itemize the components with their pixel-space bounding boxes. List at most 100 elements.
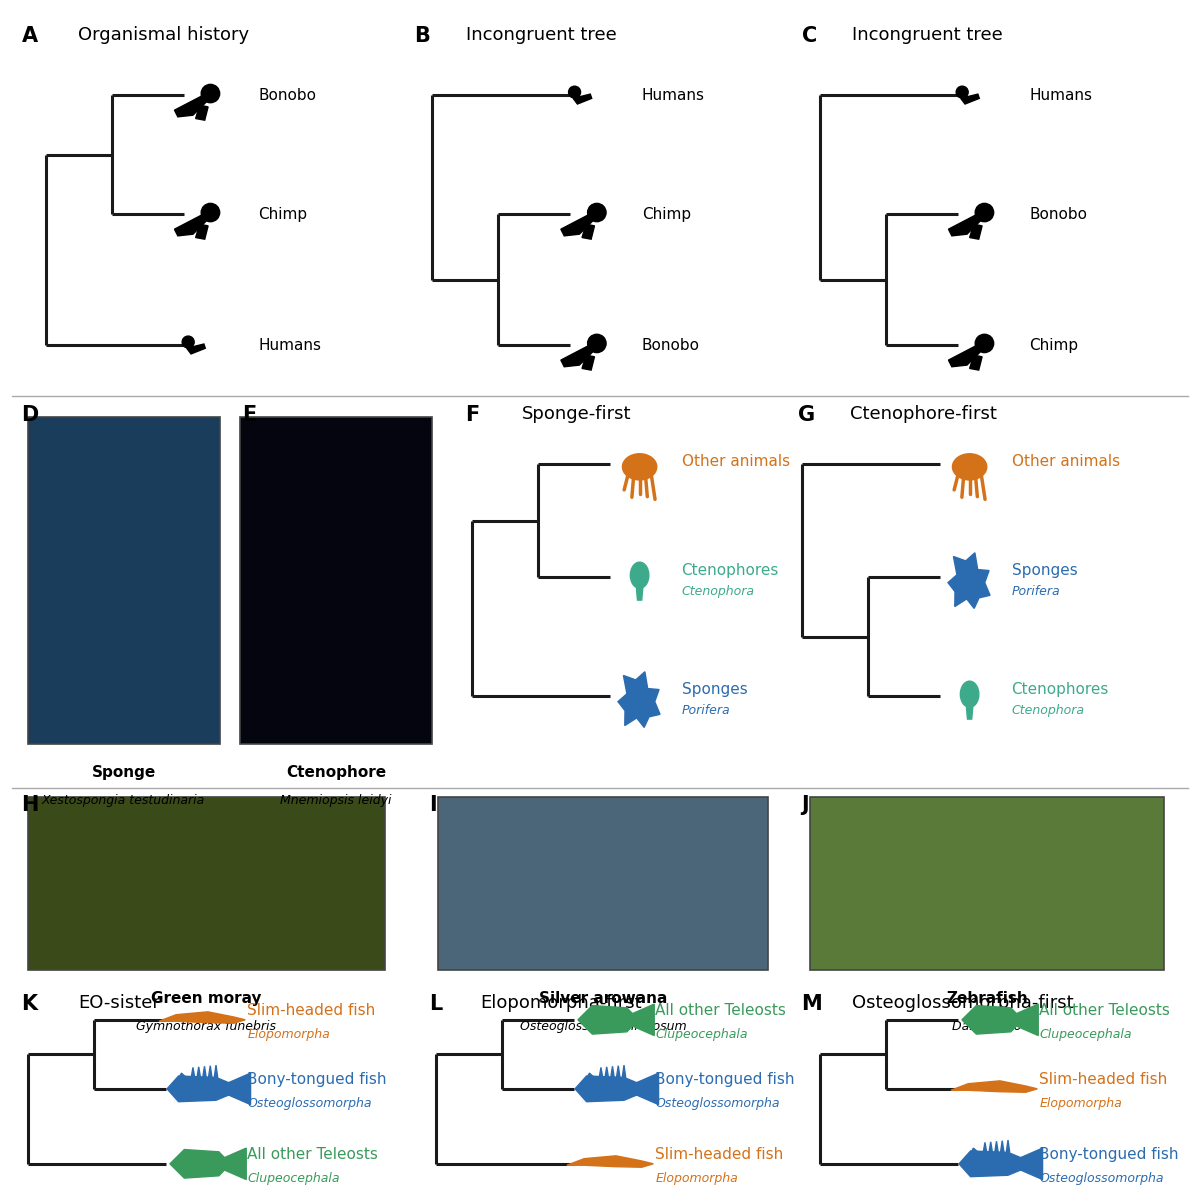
Ellipse shape — [976, 334, 994, 352]
Polygon shape — [948, 553, 990, 608]
Polygon shape — [959, 1151, 1025, 1177]
Polygon shape — [158, 1012, 245, 1023]
Polygon shape — [578, 1006, 638, 1034]
Text: Osteoglossum bicirrhosum: Osteoglossum bicirrhosum — [520, 1020, 686, 1033]
Polygon shape — [967, 1148, 988, 1166]
Text: Bonobo: Bonobo — [258, 88, 316, 102]
Polygon shape — [224, 1148, 246, 1179]
Polygon shape — [209, 1066, 212, 1077]
Polygon shape — [970, 224, 982, 239]
Polygon shape — [196, 105, 208, 120]
Polygon shape — [560, 344, 596, 367]
Text: Mnemiopsis leidyi: Mnemiopsis leidyi — [281, 794, 391, 807]
Text: Ctenophore-first: Ctenophore-first — [850, 405, 996, 422]
Text: Green moray: Green moray — [151, 991, 262, 1007]
Bar — [240, 416, 432, 744]
Polygon shape — [1016, 1004, 1038, 1035]
Ellipse shape — [623, 453, 656, 480]
Polygon shape — [197, 1067, 200, 1077]
Ellipse shape — [182, 336, 194, 347]
Bar — [28, 797, 385, 970]
Text: Ctenophora: Ctenophora — [1012, 704, 1085, 716]
Text: B: B — [414, 26, 430, 46]
Text: K: K — [22, 994, 37, 1014]
Polygon shape — [575, 1076, 641, 1102]
Ellipse shape — [960, 681, 979, 707]
Text: Other animals: Other animals — [682, 455, 790, 469]
Text: Sponges: Sponges — [1012, 563, 1078, 577]
Ellipse shape — [956, 86, 968, 98]
Polygon shape — [950, 1081, 1037, 1092]
Polygon shape — [174, 94, 210, 117]
Text: Bonobo: Bonobo — [1030, 207, 1087, 221]
Text: Chimp: Chimp — [1030, 338, 1079, 352]
Text: Osteoglossomorpha: Osteoglossomorpha — [247, 1097, 372, 1109]
Text: Bony-tongued fish: Bony-tongued fish — [1039, 1147, 1178, 1161]
Polygon shape — [618, 672, 660, 727]
Polygon shape — [636, 1073, 659, 1104]
Text: Bonobo: Bonobo — [642, 338, 700, 352]
Text: Osteoglossomorpha: Osteoglossomorpha — [655, 1097, 780, 1109]
Polygon shape — [948, 344, 984, 367]
Polygon shape — [599, 1067, 602, 1077]
Polygon shape — [1020, 1148, 1043, 1179]
Text: Porifera: Porifera — [1012, 585, 1061, 597]
Text: Sponge: Sponge — [91, 765, 156, 781]
Polygon shape — [1001, 1141, 1004, 1152]
Text: Bony-tongued fish: Bony-tongued fish — [655, 1072, 794, 1086]
Text: Other animals: Other animals — [1012, 455, 1120, 469]
Polygon shape — [623, 1065, 625, 1077]
Text: Ctenophores: Ctenophores — [682, 563, 779, 577]
Polygon shape — [983, 1142, 986, 1152]
Polygon shape — [174, 213, 210, 236]
Polygon shape — [566, 1155, 653, 1167]
Text: H: H — [22, 795, 38, 815]
Polygon shape — [582, 224, 594, 239]
Text: Ctenophora: Ctenophora — [682, 585, 755, 597]
Polygon shape — [962, 1006, 1022, 1034]
Text: Humans: Humans — [642, 88, 704, 102]
Text: Clupeocephala: Clupeocephala — [655, 1028, 748, 1040]
Text: Sponges: Sponges — [682, 682, 748, 696]
Polygon shape — [632, 1004, 654, 1035]
Text: All other Teleosts: All other Teleosts — [247, 1147, 378, 1161]
Text: Porifera: Porifera — [682, 704, 731, 716]
Text: Ctenophore: Ctenophore — [286, 765, 386, 781]
Polygon shape — [560, 213, 596, 236]
Text: F: F — [466, 405, 480, 425]
Polygon shape — [574, 94, 592, 104]
Text: Chimp: Chimp — [642, 207, 691, 221]
Text: Bony-tongued fish: Bony-tongued fish — [247, 1072, 386, 1086]
Text: EO-sister: EO-sister — [78, 994, 160, 1012]
Text: E: E — [242, 405, 257, 425]
Ellipse shape — [202, 84, 220, 102]
Text: A: A — [22, 26, 37, 46]
Polygon shape — [617, 1066, 620, 1077]
Polygon shape — [228, 1073, 251, 1104]
Text: D: D — [22, 405, 38, 425]
Text: M: M — [802, 994, 822, 1014]
Polygon shape — [196, 224, 208, 239]
Polygon shape — [961, 94, 979, 104]
Polygon shape — [203, 1066, 206, 1077]
Polygon shape — [605, 1067, 608, 1077]
Text: Clupeocephala: Clupeocephala — [247, 1172, 340, 1184]
Text: Osteoglossomorpha-first: Osteoglossomorpha-first — [852, 994, 1074, 1012]
Text: Incongruent tree: Incongruent tree — [852, 26, 1003, 44]
Text: Humans: Humans — [258, 338, 322, 352]
Text: Silver arowana: Silver arowana — [539, 991, 667, 1007]
Text: All other Teleosts: All other Teleosts — [655, 1003, 786, 1017]
Text: Xestospongia testudinaria: Xestospongia testudinaria — [42, 794, 205, 807]
Polygon shape — [966, 707, 973, 719]
Text: Elopomorpha: Elopomorpha — [1039, 1097, 1122, 1109]
Polygon shape — [970, 355, 982, 370]
Ellipse shape — [953, 453, 986, 480]
Polygon shape — [167, 1076, 233, 1102]
Polygon shape — [187, 344, 205, 353]
Text: C: C — [802, 26, 817, 46]
Text: Ctenophores: Ctenophores — [1012, 682, 1109, 696]
Bar — [810, 797, 1164, 970]
Bar — [28, 416, 220, 744]
Polygon shape — [215, 1065, 217, 1077]
Text: L: L — [430, 994, 443, 1014]
